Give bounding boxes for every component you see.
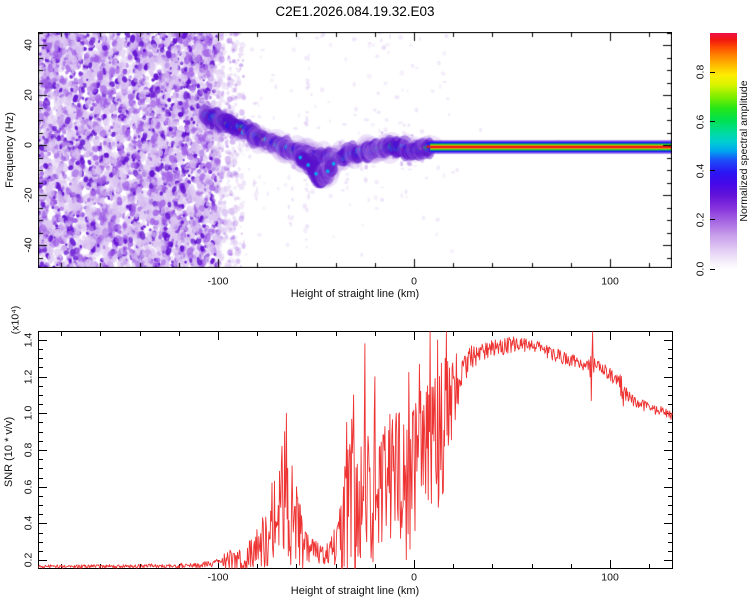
colorbar-tick-label: 0.8 (694, 65, 707, 80)
snr-tick-label: 1.0 (22, 406, 35, 421)
height-tick-label-top: 0 (411, 275, 417, 288)
colorbar-tick-label: 0.4 (694, 163, 707, 178)
colorbar-tick-label: 0.6 (694, 114, 707, 129)
freq-tick-label: 40 (22, 39, 35, 51)
snr-tick-label: 1.4 (22, 332, 35, 348)
colorbar-tick (710, 219, 715, 221)
freq-tick-label: -20 (22, 187, 35, 203)
colorbar-title: Normalized spectral amplitude (738, 80, 750, 222)
colorbar-gradient (710, 33, 737, 269)
freq-tick-label: 0 (22, 142, 35, 148)
height-tick-label-bottom: 100 (601, 571, 619, 584)
colorbar-tick (710, 170, 715, 172)
colorbar-tick-label: 0.2 (694, 212, 707, 228)
snr-tick-label: 1.2 (22, 369, 35, 384)
snr-scale-label: (x10⁴) (9, 305, 22, 335)
height-tick-label-top: -100 (207, 275, 229, 288)
height-axis-title-bottom: Height of straight line (km) (290, 585, 420, 597)
height-axis-title-top: Height of straight line (km) (290, 288, 420, 300)
height-tick-label-bottom: 0 (411, 571, 417, 584)
spectrogram-canvas (38, 32, 672, 268)
colorbar-tick (710, 121, 715, 122)
snr-plot-svg (38, 331, 673, 569)
snr-axis-title: SNR (10 * v/v) (3, 416, 15, 488)
snr-tick-label: 0.4 (22, 516, 35, 531)
height-tick-label-bottom: -100 (207, 571, 229, 584)
page-title: C2E1.2026.084.19.32.E03 (275, 4, 435, 19)
freq-tick-label: 20 (22, 89, 35, 101)
snr-tick-label: 0.2 (22, 552, 35, 568)
colorbar-tick (710, 71, 715, 73)
snr-curve (38, 331, 673, 569)
height-tick-label-top: 100 (601, 275, 619, 288)
freq-tick-label: -40 (22, 237, 35, 253)
snr-tick-label: 0.8 (22, 442, 35, 458)
frequency-axis-title: Frequency (Hz) (4, 112, 16, 188)
snr-tick-label: 0.6 (22, 479, 35, 494)
colorbar-tick-label: 0.0 (694, 261, 707, 277)
colorbar-tick (710, 268, 715, 270)
